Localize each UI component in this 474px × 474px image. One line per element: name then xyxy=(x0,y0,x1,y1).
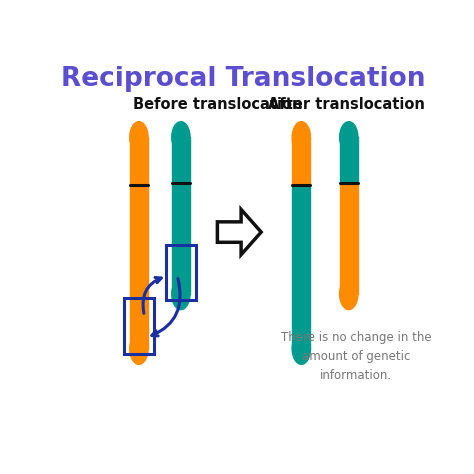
Polygon shape xyxy=(172,137,190,183)
Text: Before translocation: Before translocation xyxy=(133,97,303,112)
Text: Reciprocal Translocation: Reciprocal Translocation xyxy=(61,66,425,92)
Bar xyxy=(165,245,196,300)
Ellipse shape xyxy=(130,333,148,365)
Polygon shape xyxy=(130,185,148,349)
Bar xyxy=(124,298,154,355)
Polygon shape xyxy=(172,183,190,294)
Text: There is no change in the
amount of genetic
information.: There is no change in the amount of gene… xyxy=(281,331,431,382)
Ellipse shape xyxy=(172,279,190,310)
Ellipse shape xyxy=(130,122,148,153)
Text: After translocation: After translocation xyxy=(268,97,425,112)
Ellipse shape xyxy=(292,122,310,153)
Polygon shape xyxy=(130,137,148,185)
Polygon shape xyxy=(292,185,310,349)
Ellipse shape xyxy=(172,122,190,153)
Polygon shape xyxy=(292,137,310,185)
Polygon shape xyxy=(218,210,261,255)
Polygon shape xyxy=(340,183,358,294)
Ellipse shape xyxy=(340,279,358,310)
Polygon shape xyxy=(340,137,358,183)
Ellipse shape xyxy=(340,122,358,153)
Ellipse shape xyxy=(292,333,310,365)
